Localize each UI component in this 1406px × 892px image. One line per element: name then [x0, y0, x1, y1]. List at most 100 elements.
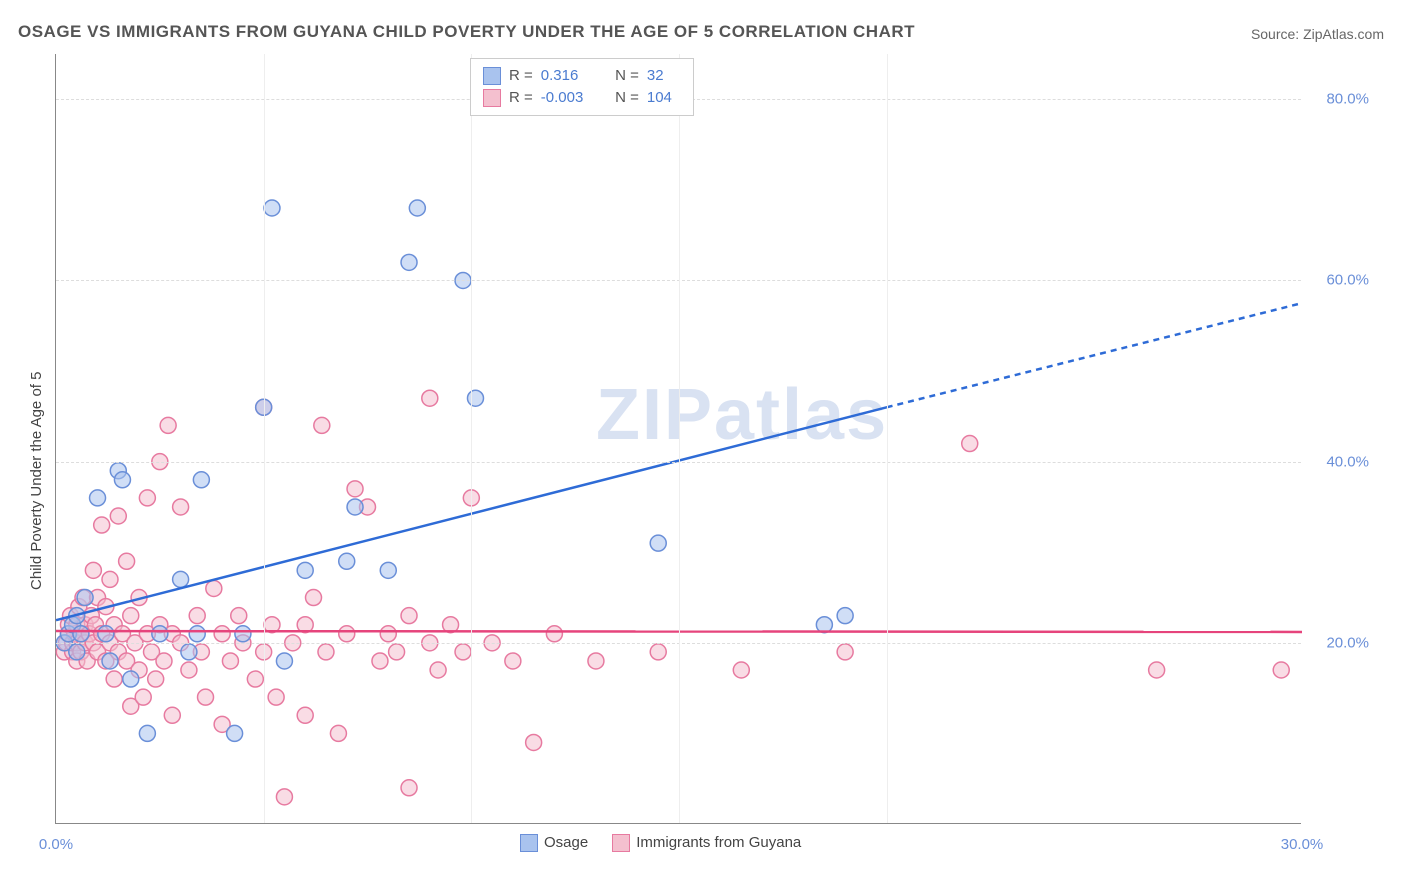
data-point	[173, 571, 189, 587]
y-tick-label: 60.0%	[1326, 272, 1369, 289]
y-tick-label: 80.0%	[1326, 91, 1369, 108]
data-point	[347, 481, 363, 497]
plot-area: ZIPatlas 20.0%40.0%60.0%80.0%0.0%30.0%	[55, 54, 1301, 824]
data-point	[401, 780, 417, 796]
legend-swatch	[483, 67, 501, 85]
data-point	[268, 689, 284, 705]
n-label: N =	[615, 65, 639, 87]
data-point	[119, 553, 135, 569]
data-point	[1149, 662, 1165, 678]
data-point	[962, 436, 978, 452]
data-point	[114, 472, 130, 488]
data-point	[380, 562, 396, 578]
data-point	[733, 662, 749, 678]
correlation-legend: R =0.316 N =32R =-0.003 N =104	[470, 58, 694, 116]
data-point	[181, 662, 197, 678]
data-point	[264, 200, 280, 216]
data-point	[206, 580, 222, 596]
data-point	[401, 254, 417, 270]
n-value: 32	[647, 65, 681, 87]
legend-row: R = 0.316 N = 32	[483, 65, 681, 87]
data-point	[139, 725, 155, 741]
data-point	[102, 653, 118, 669]
data-point	[98, 626, 114, 642]
data-point	[588, 653, 604, 669]
data-point	[160, 417, 176, 433]
data-point	[380, 626, 396, 642]
data-point	[837, 644, 853, 660]
data-point	[106, 671, 122, 687]
data-point	[189, 608, 205, 624]
data-point	[1273, 662, 1289, 678]
data-point	[314, 417, 330, 433]
data-point	[173, 499, 189, 515]
data-point	[222, 653, 238, 669]
r-label: R =	[509, 65, 533, 87]
chart-title: OSAGE VS IMMIGRANTS FROM GUYANA CHILD PO…	[18, 22, 915, 42]
data-point	[816, 617, 832, 633]
data-point	[102, 571, 118, 587]
data-point	[227, 725, 243, 741]
x-tick-label: 0.0%	[39, 836, 73, 853]
data-point	[198, 689, 214, 705]
series-legend-item: Osage	[520, 834, 588, 852]
data-point	[505, 653, 521, 669]
n-value: 104	[647, 87, 681, 109]
data-point	[372, 653, 388, 669]
data-point	[94, 517, 110, 533]
gridline-v	[887, 54, 888, 823]
data-point	[123, 671, 139, 687]
gridline-v	[679, 54, 680, 823]
data-point	[297, 562, 313, 578]
source-attribution: Source: ZipAtlas.com	[1251, 26, 1384, 42]
data-point	[650, 644, 666, 660]
legend-swatch	[483, 89, 501, 107]
gridline-v	[264, 54, 265, 823]
data-point	[339, 626, 355, 642]
legend-swatch	[612, 834, 630, 852]
data-point	[110, 508, 126, 524]
data-point	[77, 590, 93, 606]
data-point	[401, 608, 417, 624]
data-point	[430, 662, 446, 678]
data-point	[69, 644, 85, 660]
series-legend-item: Immigrants from Guyana	[612, 834, 801, 852]
data-point	[156, 653, 172, 669]
data-point	[164, 707, 180, 723]
gridline-v	[471, 54, 472, 823]
series-legend: Osage Immigrants from Guyana	[520, 834, 801, 852]
data-point	[148, 671, 164, 687]
data-point	[193, 472, 209, 488]
series-name: Immigrants from Guyana	[636, 834, 801, 851]
data-point	[135, 689, 151, 705]
data-point	[90, 490, 106, 506]
data-point	[85, 562, 101, 578]
data-point	[409, 200, 425, 216]
data-point	[422, 390, 438, 406]
r-label: R =	[509, 87, 533, 109]
data-point	[837, 608, 853, 624]
data-point	[467, 390, 483, 406]
data-point	[231, 608, 247, 624]
data-point	[214, 626, 230, 642]
data-point	[389, 644, 405, 660]
data-point	[455, 644, 471, 660]
data-point	[650, 535, 666, 551]
data-point	[347, 499, 363, 515]
trend-line-extrapolated	[887, 303, 1302, 407]
y-axis-label: Child Poverty Under the Age of 5	[28, 372, 45, 590]
data-point	[306, 590, 322, 606]
data-point	[123, 608, 139, 624]
data-point	[526, 734, 542, 750]
data-point	[297, 707, 313, 723]
legend-row: R =-0.003 N =104	[483, 87, 681, 109]
data-point	[247, 671, 263, 687]
data-point	[276, 653, 292, 669]
data-point	[181, 644, 197, 660]
data-point	[339, 553, 355, 569]
data-point	[73, 626, 89, 642]
data-point	[546, 626, 562, 642]
r-value: 0.316	[541, 65, 591, 87]
data-point	[276, 789, 292, 805]
n-label: N =	[615, 87, 639, 109]
